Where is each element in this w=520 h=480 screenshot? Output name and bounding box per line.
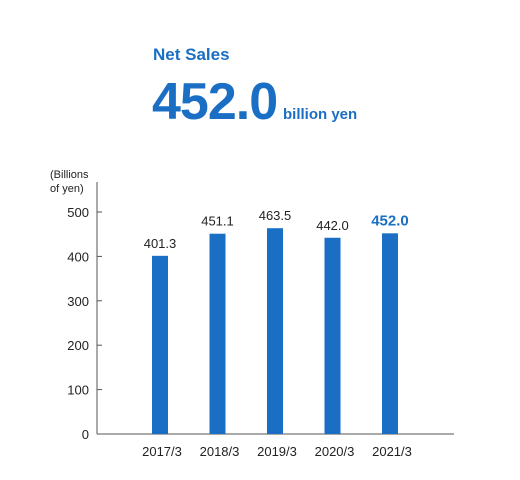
bar: [324, 237, 341, 434]
headline-value: 452.0: [152, 73, 278, 131]
headline-label: Net Sales: [153, 45, 230, 64]
y-tick-label: 100: [67, 383, 89, 398]
y-tick-label: 500: [67, 205, 89, 220]
bar: [209, 233, 226, 434]
x-tick-label: 2017/3: [142, 444, 182, 459]
y-tick-label: 400: [67, 249, 89, 264]
y-tick-label: 0: [82, 427, 89, 442]
bar: [152, 255, 168, 434]
x-tick-label: 2018/3: [200, 444, 240, 459]
x-tick-label: 2021/3: [372, 444, 412, 459]
headline-unit: billion yen: [283, 106, 358, 123]
data-label: 452.0: [371, 212, 409, 229]
x-tick-label: 2020/3: [315, 444, 355, 459]
data-label: 463.5: [259, 208, 292, 223]
y-tick-label: 200: [67, 338, 89, 353]
y-tick-label: 300: [67, 294, 89, 309]
data-label: 401.3: [144, 236, 177, 251]
y-axis-unit-label: (Billions: [50, 169, 89, 181]
bar: [267, 228, 283, 434]
data-label: 442.0: [316, 218, 349, 233]
bar: [382, 233, 398, 434]
data-label: 451.1: [201, 214, 234, 229]
x-tick-label: 2019/3: [257, 444, 297, 459]
y-axis-unit-label: of yen): [50, 183, 84, 195]
